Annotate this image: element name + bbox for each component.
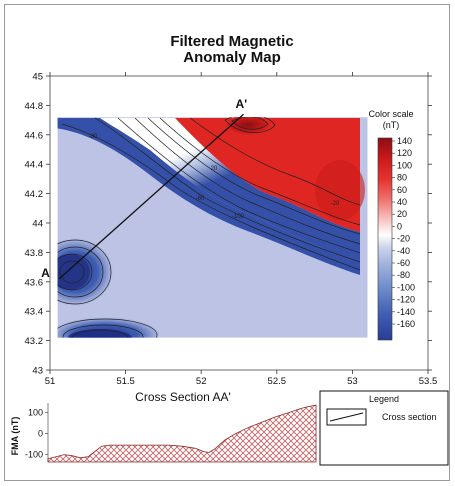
cross-section-tick-label: 0 [38, 429, 43, 439]
y-tick-label: 43.4 [25, 307, 44, 318]
section-line-aa [58, 113, 244, 280]
legend-item-label: Cross section [382, 412, 437, 422]
y-tick-label: 44.2 [25, 189, 44, 200]
contour-label: -100 [232, 214, 245, 220]
cross-section-y-axis: 100 0 -100 [25, 403, 49, 462]
colorbar-tick-label: 140 [397, 136, 412, 146]
y-tick-label: 44.6 [25, 130, 44, 141]
legend-title: Legend [369, 394, 399, 404]
y-tick-label: 44.4 [25, 160, 44, 171]
cross-section-tick-label: 100 [28, 407, 43, 417]
contour-ring [59, 260, 85, 284]
contour-line [189, 117, 361, 206]
colorbar-ticks: 140 120 100 80 60 40 20 0 -20 -40 -60 -80 -100 -120 -1… [392, 136, 415, 329]
contour-label: -20 [331, 201, 340, 207]
contour-label: -60 [196, 196, 205, 202]
contour-line [61, 123, 361, 271]
y-tick-label: 45 [32, 72, 43, 83]
colorbar-title-line2: (nT) [383, 120, 400, 130]
y-axis: 43 43.2 43.4 43.6 43.8 44 44.2 44.4 44.6 44.8 45 [25, 72, 432, 377]
colorbar-tick-label: 40 [397, 197, 407, 207]
y-tick-label: 44 [32, 219, 43, 230]
x-tick-label: 52.5 [268, 376, 287, 387]
figure-frame [4, 4, 450, 481]
gradient-band [100, 118, 360, 262]
contour-line [134, 117, 361, 245]
section-start-label: A [41, 266, 50, 280]
x-tick-label: 53.5 [419, 376, 438, 387]
contour-line [94, 117, 361, 263]
colorbar-tick-label: -20 [397, 234, 410, 244]
contour-line [147, 117, 361, 235]
map-title-line1: Filtered Magnetic [170, 33, 293, 50]
contour-ring [57, 239, 112, 305]
contour-line [231, 117, 269, 130]
colorbar-tick-label: 60 [397, 185, 407, 195]
colorbar-tick-label: 120 [397, 148, 412, 158]
low-anomaly-trough [57, 118, 360, 275]
colorbar-title-line1: Color scale [368, 109, 413, 119]
contour-lines [57, 117, 361, 338]
y-tick-label: 43 [32, 366, 43, 377]
cross-section-chart: Cross Section AA' FMA (nT) 100 0 -100 [10, 390, 317, 463]
contour-labels: 20 -20 -60 -80 -100 [89, 134, 340, 220]
colorbar-tick-label: -160 [397, 319, 415, 329]
colorbar-gradient [377, 137, 393, 341]
map-surface [57, 117, 368, 338]
section-end-label: A' [236, 97, 248, 111]
colorbar-tick-label: 20 [397, 209, 407, 219]
contour-ring [71, 329, 129, 338]
colorbar: Color scale (nT) 140 120 100 80 60 40 20 0 -20 -4… [368, 109, 415, 341]
cross-section-tick-label: -100 [25, 450, 43, 460]
x-tick-label: 51.5 [116, 376, 135, 387]
x-tick-label: 53 [347, 376, 358, 387]
x-tick-label: 51 [45, 376, 56, 387]
anomaly-map: 20 -20 -60 -80 -100 51 51.5 52 52.5 53 53.5 43 43.… [25, 72, 438, 388]
contour-line [117, 117, 361, 254]
y-tick-label: 44.8 [25, 101, 44, 112]
colorbar-tick-label: -120 [397, 295, 415, 305]
contour-label: -80 [89, 134, 98, 140]
cross-section-ylabel: FMA (nT) [10, 417, 20, 456]
legend-box: Legend Cross section [319, 390, 449, 466]
y-tick-label: 43.8 [25, 248, 44, 259]
high-anomaly-region [175, 118, 360, 232]
cross-section-area [47, 404, 317, 463]
colorbar-tick-label: 100 [397, 160, 412, 170]
colorbar-tick-label: 0 [397, 221, 402, 231]
contour-ring [57, 253, 93, 291]
contour-ring [62, 324, 144, 338]
contour-line [159, 117, 361, 226]
x-axis: 51 51.5 52 52.5 53 53.5 [45, 72, 438, 387]
map-title-line2: Anomaly Map [183, 49, 281, 66]
low-anomaly-south-core [68, 329, 132, 338]
legend-line-icon [329, 412, 364, 422]
cross-section-title: Cross Section AA' [135, 390, 231, 404]
high-anomaly-core [226, 117, 270, 135]
y-tick-label: 43.6 [25, 277, 44, 288]
x-tick-label: 52 [196, 376, 207, 387]
contour-line [224, 117, 276, 133]
colorbar-tick-label: -100 [397, 282, 415, 292]
colorbar-tick-label: -140 [397, 307, 415, 317]
y-tick-label: 43.2 [25, 336, 44, 347]
colorbar-tick-label: -60 [397, 258, 410, 268]
colorbar-tick-label: 80 [397, 173, 407, 183]
high-anomaly-east [315, 160, 365, 220]
colorbar-tick-label: -40 [397, 246, 410, 256]
contour-label: 20 [211, 166, 218, 172]
contour-ring [57, 318, 158, 338]
colorbar-tick-label: -80 [397, 270, 410, 280]
contour-ring [57, 246, 104, 298]
